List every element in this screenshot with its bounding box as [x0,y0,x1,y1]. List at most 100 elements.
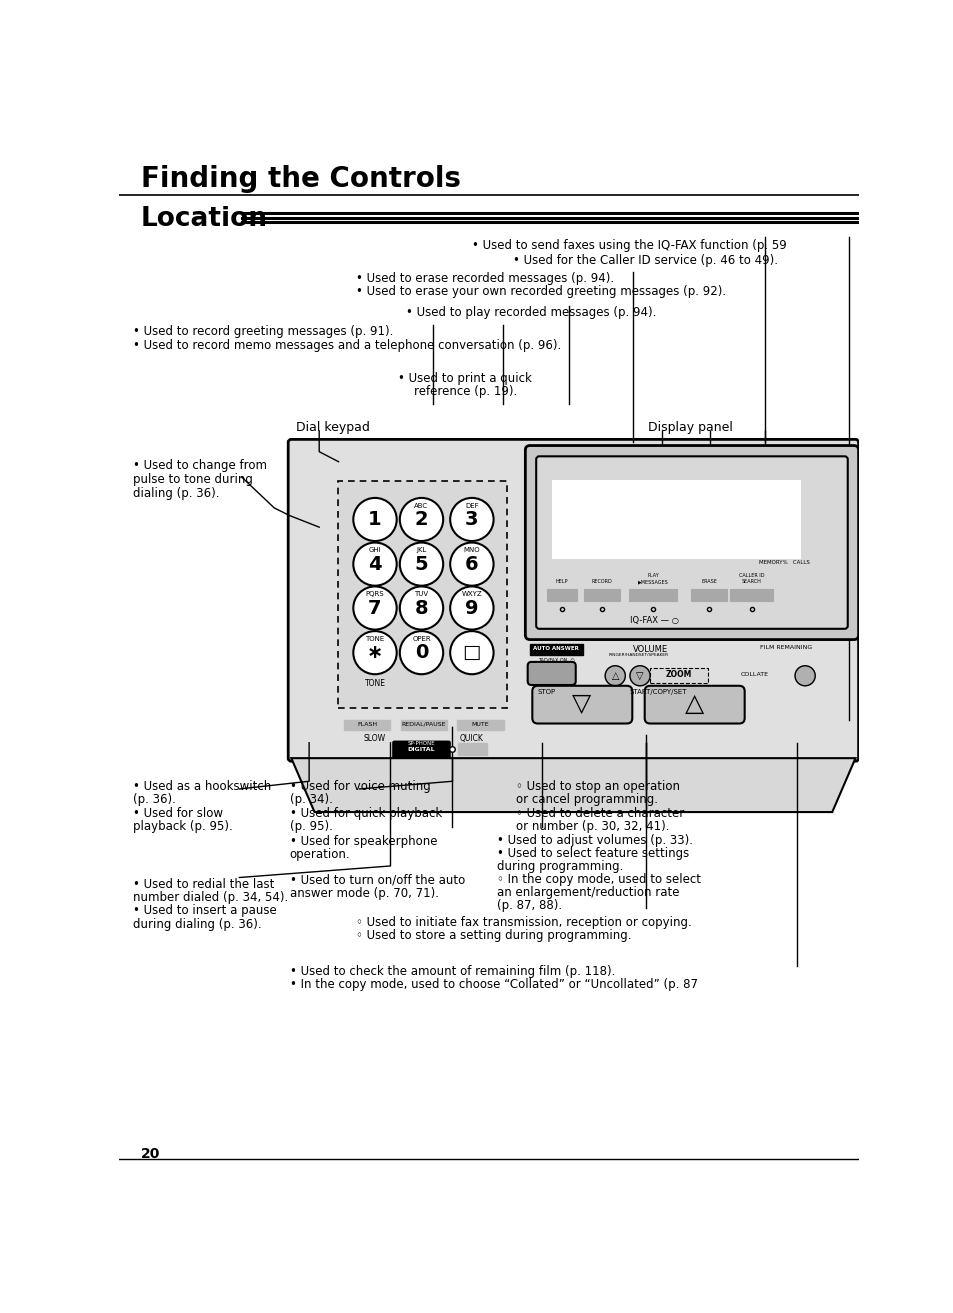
Text: DIGITAL: DIGITAL [407,747,435,752]
Text: (p. 95).: (p. 95). [290,819,333,832]
Text: AUTO ANSWER: AUTO ANSWER [533,646,578,651]
Text: • Used for the Caller ID service (p. 46 to 49).: • Used for the Caller ID service (p. 46 … [513,253,777,267]
FancyBboxPatch shape [532,685,632,723]
Text: STOP: STOP [537,689,556,695]
Polygon shape [291,758,855,811]
Text: START/COPY/SET: START/COPY/SET [628,689,686,695]
Text: SLOW: SLOW [363,734,386,743]
Text: FILM REMAINING: FILM REMAINING [759,645,811,650]
Text: • Used to adjust volumes (p. 33).: • Used to adjust volumes (p. 33). [497,834,692,847]
Circle shape [450,632,493,675]
Text: • In the copy mode, used to choose “Collated” or “Uncollated” (p. 87: • In the copy mode, used to choose “Coll… [290,978,697,990]
Circle shape [353,542,396,586]
Text: GHI: GHI [368,548,381,553]
Circle shape [604,666,624,685]
Text: TUV: TUV [414,591,428,597]
Text: • Used as a hookswitch: • Used as a hookswitch [133,780,272,793]
Text: dialing (p. 36).: dialing (p. 36). [133,487,219,500]
Text: operation.: operation. [290,848,350,861]
Text: Display panel: Display panel [647,421,732,433]
Text: 0: 0 [415,643,428,662]
Text: TONE: TONE [365,635,384,642]
Text: • Used to redial the last: • Used to redial the last [133,877,274,890]
Circle shape [399,632,443,675]
Bar [400,720,447,730]
Text: • Used to erase recorded messages (p. 94).: • Used to erase recorded messages (p. 94… [355,272,613,285]
Text: • Used to record greeting messages (p. 91).: • Used to record greeting messages (p. 9… [133,326,394,339]
Text: FLASH: FLASH [356,722,377,727]
Bar [553,481,799,558]
Text: • Used to check the amount of remaining film (p. 118).: • Used to check the amount of remaining … [290,965,615,977]
Text: pulse to tone during: pulse to tone during [133,473,253,486]
FancyBboxPatch shape [525,445,858,639]
Bar [344,720,390,730]
Circle shape [353,632,396,675]
Text: or number (p. 30, 32, 41).: or number (p. 30, 32, 41). [516,819,669,832]
Text: 7: 7 [368,599,381,617]
Text: Dial keypad: Dial keypad [295,421,370,433]
Bar [691,588,726,601]
Text: ◦ Used to store a setting during programming.: ◦ Used to store a setting during program… [355,930,631,943]
Text: MNO: MNO [463,548,479,553]
Circle shape [353,498,396,541]
Text: Location: Location [141,206,268,232]
Text: RINGER/HANDSET/SPEAKER: RINGER/HANDSET/SPEAKER [608,653,668,656]
Text: (p. 34).: (p. 34). [290,793,333,806]
Text: OPER: OPER [412,635,431,642]
Text: ∗: ∗ [366,643,383,662]
Text: • Used to turn on/off the auto: • Used to turn on/off the auto [290,873,464,886]
Text: 9: 9 [465,599,478,617]
Text: • Used for voice muting: • Used for voice muting [290,780,430,793]
Circle shape [794,666,815,685]
Text: • Used to play recorded messages (p. 94).: • Used to play recorded messages (p. 94)… [406,306,656,319]
Circle shape [450,498,493,541]
Text: 5: 5 [415,554,428,574]
Text: ◦ In the copy mode, used to select: ◦ In the copy mode, used to select [497,873,700,886]
Text: IQ-FAX — ○: IQ-FAX — ○ [629,616,678,625]
Text: PQRS: PQRS [365,591,384,597]
Text: VOLUME: VOLUME [632,645,667,654]
Bar [629,588,677,601]
Text: MEMORY%   CALLS: MEMORY% CALLS [758,559,809,565]
Text: reference (p. 19).: reference (p. 19). [414,385,517,398]
Text: during programming.: during programming. [497,860,622,873]
Text: REDIAL/PAUSE: REDIAL/PAUSE [401,722,446,727]
Text: CALLER ID
SEARCH: CALLER ID SEARCH [739,574,763,584]
Text: or cancel programming.: or cancel programming. [516,793,658,806]
Bar [456,720,503,730]
Text: • Used to send faxes using the IQ-FAX function (p. 59: • Used to send faxes using the IQ-FAX fu… [472,239,786,252]
Text: Finding the Controls: Finding the Controls [141,165,460,193]
Bar [530,645,582,655]
Text: • Used to print a quick: • Used to print a quick [397,372,532,385]
Text: JKL: JKL [416,548,426,553]
FancyBboxPatch shape [536,457,847,629]
Text: ZOOM: ZOOM [665,671,691,680]
Text: TONE: TONE [364,679,385,688]
Text: TAD/FAX ON  ○: TAD/FAX ON ○ [537,656,574,662]
Text: 3: 3 [465,509,478,529]
Text: 1: 1 [368,509,381,529]
Text: WXYZ: WXYZ [461,591,482,597]
FancyBboxPatch shape [527,662,575,685]
Text: answer mode (p. 70, 71).: answer mode (p. 70, 71). [290,886,438,899]
Text: 2: 2 [415,509,428,529]
Text: • Used for slow: • Used for slow [133,806,223,819]
Text: • Used for speakerphone: • Used for speakerphone [290,835,436,848]
Text: ◦ Used to stop an operation: ◦ Used to stop an operation [516,780,679,793]
Text: • Used for quick playback: • Used for quick playback [290,806,441,819]
Text: number dialed (p. 34, 54).: number dialed (p. 34, 54). [133,890,288,903]
Circle shape [450,542,493,586]
Text: (p. 87, 88).: (p. 87, 88). [497,899,561,913]
Text: MUTE: MUTE [471,722,489,727]
Text: 8: 8 [415,599,428,617]
Text: • Used to erase your own recorded greeting messages (p. 92).: • Used to erase your own recorded greeti… [355,285,725,298]
Bar [457,743,487,755]
Text: RECORD: RECORD [591,579,612,584]
Text: □: □ [462,643,480,662]
Text: SP·PHONE: SP·PHONE [407,741,435,746]
Text: △: △ [684,692,703,717]
FancyBboxPatch shape [288,440,858,762]
Bar [546,588,576,601]
Text: DEF: DEF [464,503,478,508]
Bar [649,668,707,684]
